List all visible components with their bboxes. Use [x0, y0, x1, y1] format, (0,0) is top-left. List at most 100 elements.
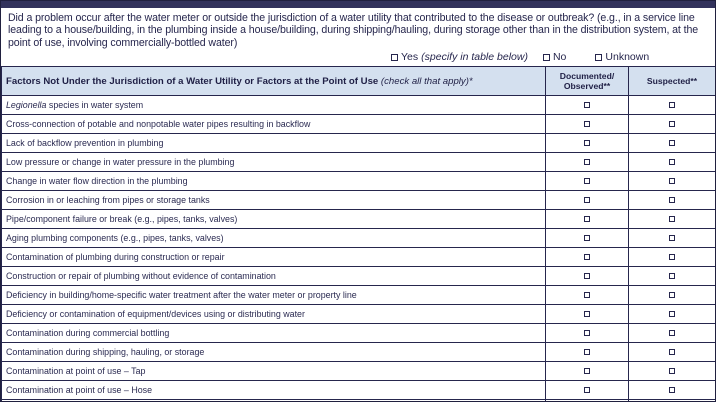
suspected-checkbox[interactable] — [669, 101, 675, 108]
factor-row: Change in water flow direction in the pl… — [1, 171, 715, 192]
factors-body: Legionella species in water system Cross-… — [1, 95, 715, 401]
documented-checkbox[interactable] — [584, 291, 590, 298]
factor-row: Cross-connection of potable and nonpotab… — [1, 114, 715, 135]
factor-label: Contamination of plumbing during constru… — [1, 247, 546, 268]
suspected-check-cell — [628, 133, 715, 154]
suspected-checkbox[interactable] — [669, 196, 675, 203]
factor-row: Contamination at point of use – Hose — [1, 380, 715, 401]
documented-checkbox[interactable] — [584, 177, 590, 184]
documented-check-cell — [545, 228, 629, 249]
documented-checkbox[interactable] — [584, 253, 590, 260]
option-unknown: Unknown — [595, 51, 649, 63]
factor-row: Aging plumbing components (e.g., pipes, … — [1, 228, 715, 249]
documented-checkbox[interactable] — [584, 196, 590, 203]
suspected-checkbox[interactable] — [669, 120, 675, 127]
factor-label: Contamination at point of use – Hose — [1, 380, 546, 401]
documented-checkbox[interactable] — [584, 158, 590, 165]
factor-label: Contamination during shipping, hauling, … — [1, 342, 546, 363]
factor-label: Change in water flow direction in the pl… — [1, 171, 546, 192]
suspected-checkbox[interactable] — [669, 291, 675, 298]
suspected-check-cell — [628, 152, 715, 173]
factor-row: Deficiency in building/home-specific wat… — [1, 285, 715, 306]
factor-label: Pipe/component failure or break (e.g., p… — [1, 209, 546, 230]
suspected-check-cell — [628, 228, 715, 249]
suspected-check-cell — [628, 266, 715, 287]
factor-row: Legionella species in water system — [1, 95, 715, 116]
suspected-check-cell — [628, 323, 715, 344]
suspected-check-cell — [628, 95, 715, 116]
documented-check-cell — [545, 304, 629, 325]
factor-label: Contamination at point of use – Tap — [1, 361, 546, 382]
factor-label: Deficiency or contamination of equipment… — [1, 304, 546, 325]
factor-label: Cross-connection of potable and nonpotab… — [1, 114, 546, 135]
factor-label: Aging plumbing components (e.g., pipes, … — [1, 228, 546, 249]
option-yes: Yes (specify in table below) — [391, 51, 528, 63]
documented-checkbox[interactable] — [584, 101, 590, 108]
suspected-checkbox[interactable] — [669, 272, 675, 279]
suspected-checkbox[interactable] — [669, 310, 675, 317]
suspected-check-cell — [628, 399, 715, 401]
suspected-checkbox[interactable] — [669, 177, 675, 184]
documented-checkbox[interactable] — [584, 139, 590, 146]
suspected-checkbox[interactable] — [669, 215, 675, 222]
documented-checkbox[interactable] — [584, 215, 590, 222]
factor-label: Lack of backflow prevention in plumbing — [1, 133, 546, 154]
suspected-check-cell — [628, 361, 715, 382]
suspected-checkbox[interactable] — [669, 158, 675, 165]
documented-column-header: Documented/ Observed** — [545, 66, 629, 97]
suspected-check-cell — [628, 190, 715, 211]
question-text: Did a problem occur after the water mete… — [8, 12, 699, 49]
documented-check-cell — [545, 380, 629, 401]
table-header-row: Factors Not Under the Jurisdiction of a … — [1, 66, 715, 97]
yes-note: (specify in table below) — [421, 51, 528, 64]
unknown-label: Unknown — [605, 51, 650, 64]
documented-checkbox[interactable] — [584, 272, 590, 279]
documented-check-cell — [545, 285, 629, 306]
factor-row: Deficiency or contamination of equipment… — [1, 304, 715, 325]
suspected-checkbox[interactable] — [669, 139, 675, 146]
documented-check-cell — [545, 342, 629, 363]
documented-header-line2: Observed** — [563, 81, 611, 92]
documented-check-cell — [545, 190, 629, 211]
factor-row: Contamination during commercial bottling — [1, 323, 715, 344]
suspected-column-header: Suspected** — [628, 66, 715, 97]
factor-label: Deficiency in building/home-specific wat… — [1, 285, 546, 306]
factor-row: Contamination during shipping, hauling, … — [1, 342, 715, 363]
documented-check-cell — [545, 323, 629, 344]
documented-check-cell — [545, 133, 629, 154]
factor-label: Legionella species in water system — [1, 95, 546, 116]
documented-checkbox[interactable] — [584, 234, 590, 241]
response-options: Yes (specify in table below) No Unknown — [391, 51, 715, 63]
suspected-check-cell — [628, 171, 715, 192]
factor-row: Low pressure or change in water pressure… — [1, 152, 715, 173]
documented-checkbox[interactable] — [584, 310, 590, 317]
suspected-check-cell — [628, 247, 715, 268]
documented-checkbox[interactable] — [584, 329, 590, 336]
factor-row: Lack of backflow prevention in plumbing — [1, 133, 715, 154]
factors-table: Factors Not Under the Jurisdiction of a … — [1, 66, 715, 401]
suspected-checkbox[interactable] — [669, 348, 675, 355]
suspected-check-cell — [628, 285, 715, 306]
suspected-check-cell — [628, 209, 715, 230]
documented-check-cell — [545, 171, 629, 192]
suspected-checkbox[interactable] — [669, 329, 675, 336]
factor-row: Contamination at point of use – Commerci… — [1, 399, 715, 401]
documented-checkbox[interactable] — [584, 120, 590, 127]
suspected-check-cell — [628, 114, 715, 135]
no-label: No — [552, 51, 567, 64]
no-checkbox[interactable] — [542, 53, 550, 61]
section-divider-bar — [1, 1, 715, 8]
suspected-checkbox[interactable] — [669, 253, 675, 260]
documented-check-cell — [545, 114, 629, 135]
factor-label: Construction or repair of plumbing witho… — [1, 266, 546, 287]
yes-checkbox[interactable] — [391, 53, 398, 61]
suspected-checkbox[interactable] — [669, 234, 675, 241]
documented-checkbox[interactable] — [584, 367, 590, 374]
documented-checkbox[interactable] — [584, 386, 590, 393]
factor-label: Low pressure or change in water pressure… — [1, 152, 546, 173]
documented-checkbox[interactable] — [584, 348, 590, 355]
suspected-checkbox[interactable] — [669, 367, 675, 374]
factor-row: Contamination at point of use – Tap — [1, 361, 715, 382]
suspected-checkbox[interactable] — [669, 386, 675, 393]
unknown-checkbox[interactable] — [595, 53, 603, 61]
